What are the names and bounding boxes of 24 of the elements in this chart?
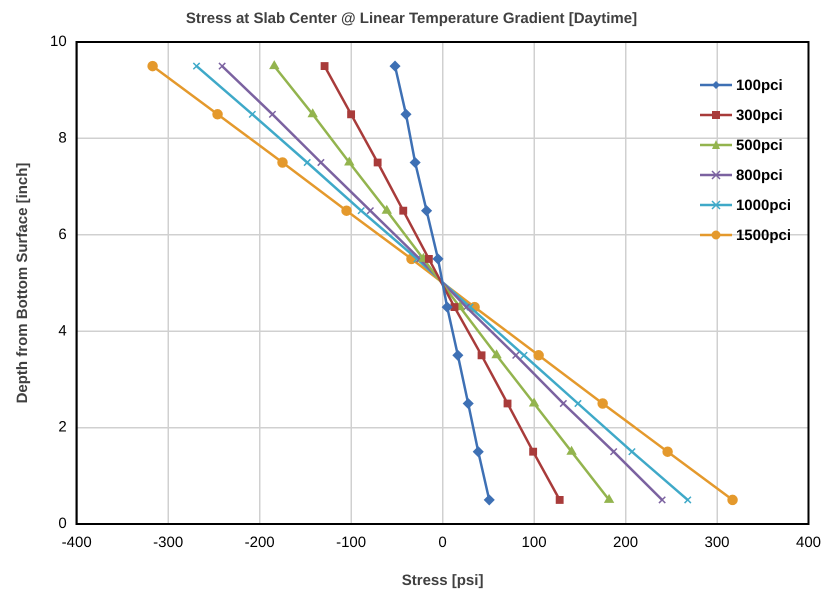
legend-label: 100pci <box>736 76 783 94</box>
y-tick-label: 4 <box>58 322 67 340</box>
chart-title: Stress at Slab Center @ Linear Temperature Gradient [Daytime] <box>186 10 638 28</box>
y-tick-label: 2 <box>58 418 67 436</box>
y-tick-label: 6 <box>58 226 67 243</box>
x-axis-title: Stress [psi] <box>402 572 484 590</box>
legend-label: 1000pci <box>736 196 791 214</box>
x-tick-label: -300 <box>153 534 184 552</box>
x-tick-label: -200 <box>244 534 275 552</box>
y-axis-title: Depth from Bottom Surface [inch] <box>14 162 32 404</box>
x-tick-label: 100 <box>522 534 547 552</box>
y-tick-label: 8 <box>58 130 67 147</box>
x-tick-label: -100 <box>336 534 366 552</box>
legend-label: 300pci <box>736 106 783 124</box>
x-tick-label: 200 <box>613 534 638 552</box>
legend-label: 500pci <box>736 136 783 154</box>
y-tick-label: 0 <box>58 515 67 532</box>
legend-label: 1500pci <box>736 226 791 244</box>
x-tick-label: 400 <box>796 534 821 552</box>
x-tick-label: 0 <box>438 534 447 552</box>
x-tick-label: 300 <box>704 534 730 552</box>
legend-label: 800pci <box>736 166 783 184</box>
y-tick-label: 10 <box>50 33 67 50</box>
x-tick-label: -400 <box>62 534 92 552</box>
